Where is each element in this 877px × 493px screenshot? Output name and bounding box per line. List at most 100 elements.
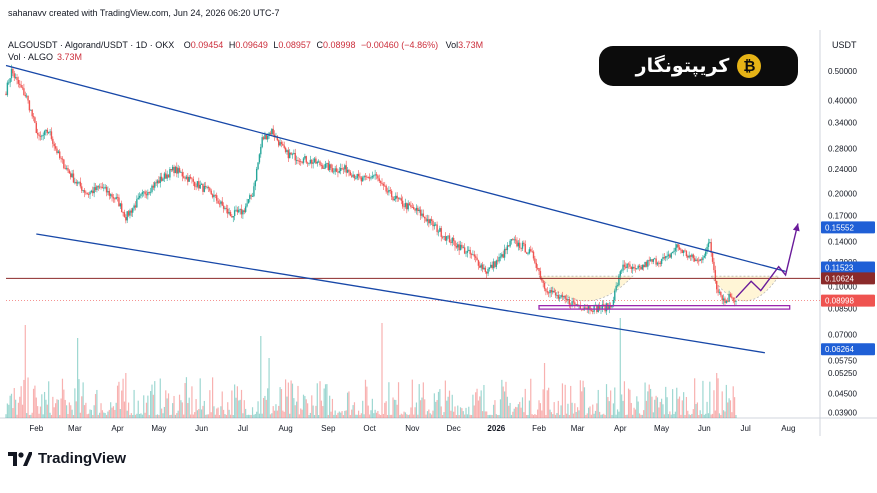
volume-bar	[666, 397, 668, 418]
candle-body	[331, 168, 334, 172]
volume-bar	[150, 391, 152, 418]
candle-body	[568, 299, 571, 305]
volume-bar	[225, 414, 227, 418]
volume-bar	[662, 404, 664, 418]
volume-bar	[176, 413, 178, 418]
candle-body	[337, 171, 339, 173]
volume-bar	[692, 409, 694, 418]
volume-bar	[446, 400, 448, 418]
volume-bar	[453, 411, 455, 418]
candle-body	[328, 164, 331, 170]
candle-body	[662, 257, 664, 260]
volume-bar	[107, 411, 109, 418]
volume-bar	[34, 385, 36, 418]
volume-bar	[136, 413, 138, 418]
candle-body	[401, 200, 404, 207]
volume-bar	[684, 415, 686, 418]
volume-bar	[326, 384, 328, 418]
candle-body	[667, 254, 670, 256]
candle-body	[641, 265, 644, 270]
candle-body	[31, 109, 33, 117]
candle-body	[439, 228, 441, 232]
volume-bar	[60, 398, 62, 418]
candle-body	[205, 185, 207, 188]
volume-bar	[369, 414, 371, 418]
candle-body	[213, 194, 215, 198]
volume-bar	[242, 413, 244, 418]
tradingview-footer[interactable]: TradingView	[8, 450, 126, 467]
currency-label[interactable]: USDT	[832, 40, 857, 50]
candle-body	[130, 210, 133, 213]
candle-body	[330, 164, 332, 169]
candle-body	[229, 212, 232, 217]
candle-body	[39, 135, 42, 137]
volume-bar	[439, 389, 441, 418]
volume-bar	[162, 413, 164, 418]
volume-bar	[574, 403, 576, 418]
candle-body	[159, 176, 161, 183]
volume-bar	[640, 414, 642, 418]
candle-body	[211, 194, 214, 198]
volume-legend[interactable]: Vol · ALGO 3.73M	[8, 52, 82, 62]
volume-bar	[291, 383, 294, 418]
volume-bar	[696, 402, 699, 418]
candle-body	[587, 305, 590, 310]
volume-bar	[614, 387, 616, 418]
volume-bar	[28, 414, 31, 418]
candle-body	[176, 166, 178, 174]
candle-body	[665, 256, 667, 259]
candle-body	[278, 140, 280, 146]
volume-bar	[464, 414, 466, 418]
candle-body	[105, 186, 108, 193]
candle-body	[463, 247, 466, 254]
volume-bar	[352, 405, 354, 418]
candle-body	[473, 254, 475, 257]
candle-body	[729, 293, 732, 297]
candle-body	[79, 181, 82, 187]
x-tick-label: Jul	[238, 424, 248, 433]
candle-body	[604, 305, 606, 312]
symbol-title[interactable]: ALGOUSDT · Algorand/USDT · 1D · OKX	[8, 40, 175, 50]
volume-bar	[224, 414, 226, 418]
volume-bar	[329, 395, 331, 418]
volume-bar	[399, 414, 401, 418]
candle-body	[403, 206, 405, 208]
volume-bar	[433, 393, 435, 418]
volume-bar	[308, 414, 310, 418]
volume-bar	[691, 413, 693, 418]
x-tick-label: Mar	[68, 424, 82, 433]
candle-body	[501, 254, 503, 257]
candle-body	[287, 150, 290, 159]
volume-bar	[279, 387, 281, 418]
candle-body	[56, 148, 58, 154]
candle-body	[185, 176, 188, 179]
volume-bar	[553, 402, 555, 418]
candle-body	[127, 211, 130, 216]
candle-body	[716, 280, 718, 290]
volume-bar	[122, 378, 124, 418]
candle-body	[425, 218, 427, 222]
candle-body	[732, 297, 734, 301]
volume-bar	[115, 402, 117, 418]
candle-body	[404, 203, 407, 207]
candle-body	[10, 68, 13, 79]
volume-bar	[99, 412, 101, 418]
candle-body	[443, 236, 445, 238]
candle-body	[320, 165, 323, 166]
candle-body	[27, 95, 29, 101]
candle-body	[637, 265, 639, 269]
volume-bar	[426, 411, 429, 418]
volume-bar	[297, 385, 299, 418]
volume-bar	[667, 414, 670, 418]
volume-bar	[676, 387, 678, 418]
candle-body	[254, 180, 256, 187]
volume-bar	[567, 403, 569, 418]
candle-body	[692, 254, 694, 259]
candle-body	[269, 132, 272, 135]
volume-bar	[633, 407, 635, 418]
volume-bar	[27, 377, 29, 418]
volume-bar	[593, 413, 595, 418]
change-value: −0.00460 (−4.86%)	[361, 40, 439, 50]
candle-body	[199, 184, 201, 189]
